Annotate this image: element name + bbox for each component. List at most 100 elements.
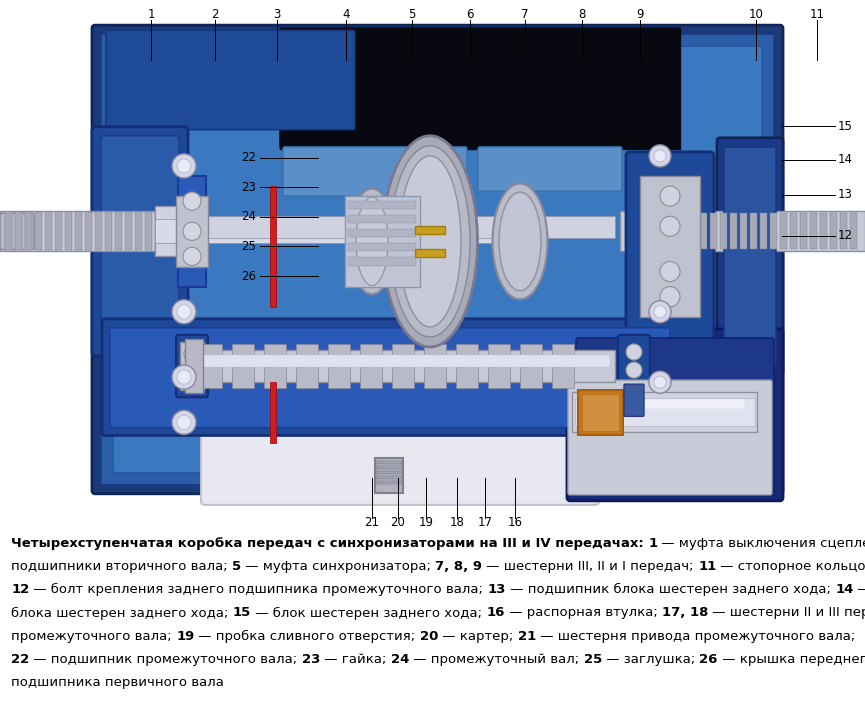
Text: 12: 12 <box>11 583 29 596</box>
Bar <box>115 213 122 251</box>
Circle shape <box>649 371 671 393</box>
FancyBboxPatch shape <box>201 429 599 505</box>
Text: 4: 4 <box>343 8 349 20</box>
FancyBboxPatch shape <box>717 138 783 375</box>
Bar <box>620 211 865 251</box>
Text: 2: 2 <box>211 8 218 20</box>
Bar <box>0 211 195 251</box>
Bar <box>185 339 203 393</box>
Bar <box>376 476 402 479</box>
Text: 13: 13 <box>837 188 852 201</box>
Text: 20: 20 <box>390 517 406 530</box>
FancyBboxPatch shape <box>101 34 774 485</box>
FancyBboxPatch shape <box>280 28 680 149</box>
Text: 17, 18: 17, 18 <box>662 606 708 619</box>
Text: 26: 26 <box>240 270 256 282</box>
Bar <box>348 229 416 237</box>
FancyBboxPatch shape <box>0 213 34 249</box>
Bar <box>165 213 172 251</box>
Text: 6: 6 <box>466 8 473 20</box>
Circle shape <box>177 305 191 319</box>
Text: — гайка;: — гайка; <box>320 653 391 666</box>
Bar <box>810 213 817 249</box>
FancyBboxPatch shape <box>624 384 644 417</box>
Bar <box>65 213 72 251</box>
Text: — крышка переднего: — крышка переднего <box>718 653 865 666</box>
Bar <box>135 213 142 251</box>
Bar <box>415 227 445 234</box>
FancyBboxPatch shape <box>113 47 762 473</box>
Text: 16: 16 <box>486 606 505 619</box>
FancyBboxPatch shape <box>176 335 208 397</box>
Circle shape <box>183 247 201 265</box>
Circle shape <box>184 346 200 362</box>
Text: промежуточного вала;: промежуточного вала; <box>11 630 176 642</box>
Bar <box>580 400 745 409</box>
Bar <box>75 213 82 251</box>
Text: 15: 15 <box>837 120 852 133</box>
Text: 20: 20 <box>420 630 438 642</box>
Text: — шестерни II и III передач: — шестерни II и III передач <box>708 606 865 619</box>
Bar <box>760 213 767 249</box>
Bar <box>488 344 510 388</box>
Text: 16: 16 <box>507 517 522 530</box>
Bar <box>376 466 402 469</box>
Text: 22: 22 <box>11 653 29 666</box>
FancyBboxPatch shape <box>101 136 179 347</box>
Bar <box>155 213 162 251</box>
Bar <box>770 213 777 249</box>
Bar <box>376 481 402 484</box>
Circle shape <box>184 362 200 378</box>
FancyBboxPatch shape <box>567 329 783 501</box>
Bar <box>145 213 152 251</box>
Bar <box>176 196 208 266</box>
Text: 11: 11 <box>698 560 716 573</box>
Text: 25: 25 <box>240 240 256 253</box>
Circle shape <box>649 301 671 323</box>
FancyBboxPatch shape <box>568 380 772 495</box>
Text: 10: 10 <box>748 8 764 20</box>
Text: — блок шестерен заднего хода;: — блок шестерен заднего хода; <box>251 606 486 620</box>
Bar <box>690 213 697 249</box>
Bar <box>750 213 757 249</box>
Bar <box>270 186 276 306</box>
Text: блока шестерен заднего хода;: блока шестерен заднего хода; <box>11 606 233 620</box>
Bar <box>195 350 615 382</box>
Text: 23: 23 <box>240 181 256 193</box>
Ellipse shape <box>492 184 548 299</box>
Bar <box>640 176 700 317</box>
Text: — промежуточный вал;: — промежуточный вал; <box>409 653 584 666</box>
Bar <box>740 213 747 249</box>
Text: — пробка сливного отверстия;: — пробка сливного отверстия; <box>195 630 420 643</box>
Circle shape <box>177 415 191 429</box>
Text: 14: 14 <box>837 153 852 167</box>
Text: 17: 17 <box>477 517 493 530</box>
FancyBboxPatch shape <box>576 338 774 493</box>
FancyBboxPatch shape <box>92 126 188 356</box>
Bar <box>552 344 574 388</box>
Circle shape <box>626 344 642 360</box>
Text: 19: 19 <box>176 630 195 642</box>
Bar <box>105 213 112 251</box>
Bar <box>578 390 623 436</box>
Text: — болт крепления заднего подшипника промежуточного вала;: — болт крепления заднего подшипника пром… <box>29 583 488 597</box>
Text: — заглушка;: — заглушка; <box>602 653 700 666</box>
Bar <box>830 213 837 249</box>
Text: — муфта синхронизатора;: — муфта синхронизатора; <box>241 560 435 573</box>
Text: 13: 13 <box>488 583 506 596</box>
Bar <box>125 213 132 251</box>
Text: 14: 14 <box>835 583 854 596</box>
Bar <box>155 206 200 256</box>
Text: 21: 21 <box>364 517 380 530</box>
Ellipse shape <box>390 146 470 337</box>
Bar <box>670 213 677 249</box>
Text: 1: 1 <box>648 537 657 549</box>
Text: 21: 21 <box>517 630 536 642</box>
Text: — подшипник промежуточного вала;: — подшипник промежуточного вала; <box>29 653 302 666</box>
Circle shape <box>177 370 191 384</box>
Bar <box>582 394 619 431</box>
Bar <box>456 344 478 388</box>
Text: 7, 8, 9: 7, 8, 9 <box>435 560 483 573</box>
Ellipse shape <box>499 192 541 291</box>
Circle shape <box>172 410 196 434</box>
